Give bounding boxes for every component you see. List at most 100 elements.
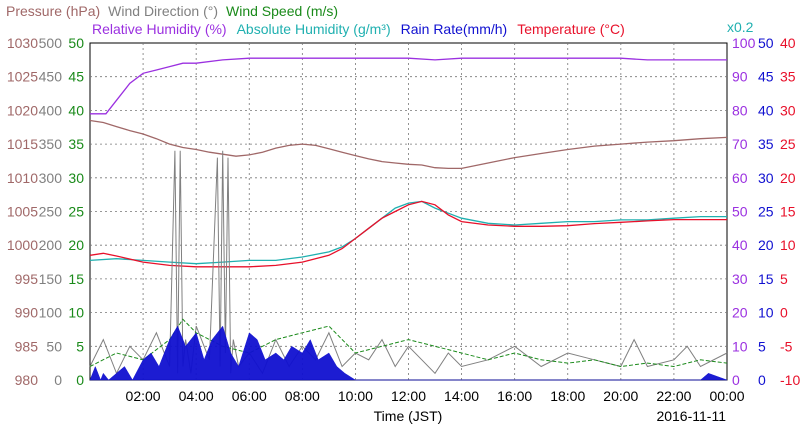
humidity-tick-label: 40 <box>732 237 748 253</box>
rain-rate-series <box>89 325 728 381</box>
pressure-tick-label: 1015 <box>7 136 38 152</box>
wind-speed-tick-label: 30 <box>68 170 84 186</box>
x-axis-label: Time (JST) <box>374 408 443 424</box>
temperature-series <box>89 200 727 268</box>
wind-speed-series <box>89 318 728 368</box>
pressure-tick-label: 1005 <box>7 204 38 220</box>
temperature-tick-label: 20 <box>780 170 796 186</box>
wind-direction-series <box>89 150 728 375</box>
temperature-tick-label: 30 <box>780 102 796 118</box>
right-axes: 0102030405060708090100051015202530354045… <box>732 35 800 388</box>
pressure-tick-label: 1030 <box>7 35 38 51</box>
x-tick-label: 06:00 <box>232 388 267 404</box>
rain-rate-tick-label: 15 <box>758 271 774 287</box>
rain-rate-tick-label: 0 <box>758 372 766 388</box>
temperature-tick-label: 15 <box>780 204 796 220</box>
humidity-tick-label: 0 <box>732 372 740 388</box>
x-axis: 02:00 04:00 06:00 08:00 10:00 12:00 14:00 16:00… <box>126 388 745 424</box>
temperature-tick-label: 5 <box>780 271 788 287</box>
humidity-tick-label: 10 <box>732 338 748 354</box>
legend-item: Rain Rate(mm/h) <box>401 21 508 37</box>
wind-direction-tick-label: 350 <box>39 136 63 152</box>
wind-direction-tick-label: 150 <box>39 271 63 287</box>
x-tick-label: 18:00 <box>550 388 585 404</box>
x-tick-label: 12:00 <box>391 388 426 404</box>
left-axes: 9809859909951000100510101015102010251030… <box>7 35 84 388</box>
abs-humidity-scale-note: x0.2 <box>727 19 754 35</box>
wind-direction-tick-label: 450 <box>39 69 63 85</box>
humidity-tick-label: 50 <box>732 204 748 220</box>
x-tick-label: 16:00 <box>497 388 532 404</box>
x-tick-label: 14:00 <box>444 388 479 404</box>
wind-speed-tick-label: 20 <box>68 237 84 253</box>
wind-direction-tick-label: 250 <box>39 204 63 220</box>
wind-speed-tick-label: 5 <box>76 338 84 354</box>
wind-speed-tick-label: 0 <box>76 372 84 388</box>
wind-direction-tick-label: 0 <box>54 372 62 388</box>
pressure-tick-label: 990 <box>15 305 39 321</box>
legend-item: Temperature (°C) <box>517 21 625 37</box>
rain-rate-tick-label: 20 <box>758 237 774 253</box>
legend-item: Wind Direction (°) <box>108 3 218 19</box>
pressure-tick-label: 995 <box>15 271 39 287</box>
rain-rate-tick-label: 5 <box>758 338 766 354</box>
wind-speed-tick-label: 10 <box>68 305 84 321</box>
rain-rate-tick-label: 50 <box>758 35 774 51</box>
wind-speed-tick-label: 45 <box>68 69 84 85</box>
rain-rate-tick-label: 45 <box>758 69 774 85</box>
legend-item: Relative Humidity (%) <box>92 21 227 37</box>
temperature-tick-label: -10 <box>780 372 800 388</box>
x-tick-label: 08:00 <box>285 388 320 404</box>
x-tick-label: 20:00 <box>603 388 638 404</box>
pressure-tick-label: 980 <box>15 372 39 388</box>
wind-direction-tick-label: 500 <box>39 35 63 51</box>
pressure-tick-label: 1010 <box>7 170 38 186</box>
legend-row-2: Relative Humidity (%) Absolute Humidity (… <box>92 21 625 37</box>
rain-rate-tick-label: 25 <box>758 204 774 220</box>
x-tick-label: 02:00 <box>126 388 161 404</box>
pressure-tick-label: 1000 <box>7 237 38 253</box>
chart-legend: Pressure (hPa) Wind Direction (°) Wind Spe… <box>6 3 754 37</box>
humidity-tick-label: 30 <box>732 271 748 287</box>
humidity-tick-label: 80 <box>732 102 748 118</box>
legend-row-1: Pressure (hPa) Wind Direction (°) Wind Spe… <box>6 3 338 19</box>
pressure-tick-label: 1025 <box>7 69 38 85</box>
x-tick-label: 10:00 <box>338 388 373 404</box>
humidity-tick-label: 100 <box>732 35 756 51</box>
legend-item: Wind Speed (m/s) <box>226 3 338 19</box>
wind-direction-tick-label: 100 <box>39 305 63 321</box>
wind-direction-tick-label: 300 <box>39 170 63 186</box>
relative-humidity-series <box>90 57 727 115</box>
pressure-tick-label: 1020 <box>7 102 38 118</box>
x-tick-label: 00:00 <box>709 388 744 404</box>
humidity-tick-label: 70 <box>732 136 748 152</box>
wind-speed-tick-label: 25 <box>68 204 84 220</box>
pressure-tick-label: 985 <box>15 338 39 354</box>
x-tick-label: 04:00 <box>179 388 214 404</box>
rain-rate-tick-label: 30 <box>758 170 774 186</box>
pressure-series <box>89 119 728 170</box>
rain-rate-tick-label: 35 <box>758 136 774 152</box>
wind-direction-tick-label: 400 <box>39 102 63 118</box>
humidity-tick-label: 90 <box>732 69 748 85</box>
temperature-tick-label: 40 <box>780 35 796 51</box>
wind-speed-tick-label: 50 <box>68 35 84 51</box>
legend-item: Pressure (hPa) <box>6 3 100 19</box>
temperature-tick-label: 25 <box>780 136 796 152</box>
rain-rate-tick-label: 40 <box>758 102 774 118</box>
wind-speed-tick-label: 15 <box>68 271 84 287</box>
temperature-tick-label: 0 <box>780 305 788 321</box>
wind-speed-tick-label: 40 <box>68 102 84 118</box>
wind-direction-tick-label: 200 <box>39 237 63 253</box>
chart-date: 2016-11-11 <box>656 408 726 424</box>
rain-rate-tick-label: 10 <box>758 305 774 321</box>
wind-speed-tick-label: 35 <box>68 136 84 152</box>
temperature-tick-label: -5 <box>780 338 793 354</box>
wind-direction-tick-label: 50 <box>46 338 62 354</box>
temperature-tick-label: 35 <box>780 69 796 85</box>
x-tick-label: 22:00 <box>656 388 691 404</box>
legend-item: Absolute Humidity (g/m³) <box>237 21 391 37</box>
humidity-tick-label: 20 <box>732 305 748 321</box>
humidity-tick-label: 60 <box>732 170 748 186</box>
